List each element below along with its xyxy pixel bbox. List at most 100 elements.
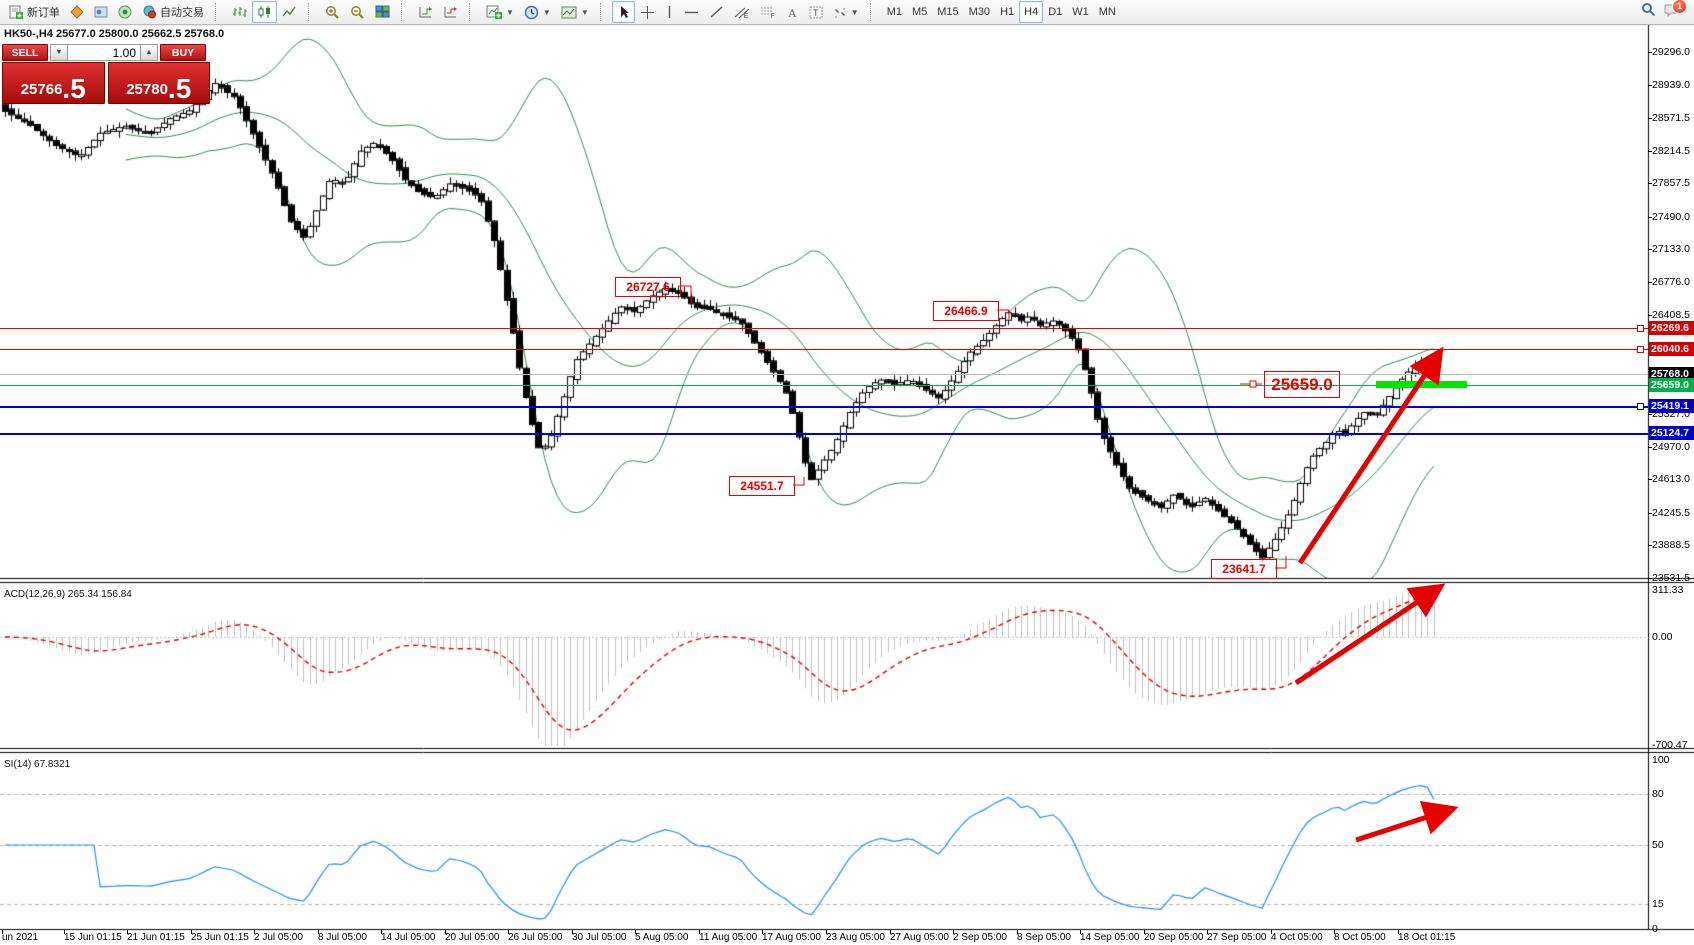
price-axis-label: 24245.5 <box>1652 507 1690 519</box>
market-watch-button[interactable] <box>65 1 89 23</box>
time-axis-label: 18 Oct 01:15 <box>1398 932 1456 943</box>
zoom-out-button[interactable] <box>345 1 370 23</box>
chart-window: HK50-,H4 25677.0 25800.0 25662.5 25768.0… <box>0 24 1694 945</box>
templates-icon <box>561 6 577 19</box>
level-line-25659[interactable] <box>0 385 1648 386</box>
price-annotation[interactable]: 23641.7 <box>1211 559 1277 579</box>
auto-scroll-button[interactable] <box>413 1 438 23</box>
price-annotation[interactable]: 25659.0 <box>1264 371 1340 398</box>
trendline-button[interactable] <box>704 1 729 23</box>
price-axis-label: 27857.5 <box>1652 177 1690 189</box>
price-badge: 26040.6 <box>1649 342 1694 356</box>
buy-price[interactable]: 25780.5 <box>107 62 210 104</box>
time-axis-label: 8 Jul 05:00 <box>318 932 367 943</box>
new-order-button[interactable]: 新订单 <box>3 1 65 23</box>
indicators-dropdown[interactable]: ▼ <box>481 1 519 23</box>
price-annotation[interactable]: 26466.9 <box>933 301 999 321</box>
price-axis-tickmark <box>1648 414 1652 415</box>
time-axis-tickmark <box>508 930 509 934</box>
price-axis-tickmark <box>1648 545 1652 546</box>
time-axis-tickmark <box>1207 930 1208 934</box>
crosshair-button[interactable] <box>635 1 660 23</box>
timeframe-mn[interactable]: MN <box>1098 6 1116 18</box>
macd-axis-label: 311.33 <box>1652 584 1684 596</box>
timeframe-w1[interactable]: W1 <box>1072 6 1089 18</box>
price-axis-label: 26776.0 <box>1652 276 1690 288</box>
price-axis-label: 28939.0 <box>1652 79 1690 91</box>
sell-button[interactable]: SELL <box>2 44 48 61</box>
timeframe-d1[interactable]: D1 <box>1048 6 1063 18</box>
time-axis-tickmark <box>381 930 382 934</box>
fibonacci-button[interactable]: F <box>755 1 781 23</box>
templates-dropdown[interactable]: ▼ <box>556 1 594 23</box>
sell-price[interactable]: 25766.5 <box>2 62 105 104</box>
zoom-in-icon <box>325 5 340 20</box>
chevron-down-icon: ▼ <box>850 7 859 17</box>
price-axis-tickmark <box>1648 578 1652 579</box>
time-axis-label: 8 Oct 05:00 <box>1334 932 1386 943</box>
navigator-button[interactable] <box>89 1 113 23</box>
chart-shift-button[interactable] <box>438 1 463 23</box>
timeframe-h4[interactable]: H4 <box>1019 1 1044 23</box>
resistance-line-26040[interactable] <box>0 346 1648 353</box>
volume-input[interactable] <box>68 44 140 61</box>
time-axis-tickmark <box>635 930 636 934</box>
trendline-icon <box>709 5 724 19</box>
svg-text:E: E <box>744 14 748 19</box>
horizontal-line-icon <box>684 8 699 17</box>
support-line-25419[interactable] <box>0 403 1648 410</box>
timeframe-m15[interactable]: M15 <box>937 6 959 18</box>
text-label-button[interactable]: T <box>804 1 828 23</box>
toolbar-separator <box>401 3 407 21</box>
price-axis-label: 26408.5 <box>1652 309 1690 321</box>
buy-button[interactable]: BUY <box>160 44 206 61</box>
highlight-level-bar[interactable] <box>1376 381 1467 388</box>
price-axis-tickmark <box>1648 151 1652 152</box>
vertical-line-button[interactable] <box>660 1 679 23</box>
time-axis-label: 23 Aug 05:00 <box>826 932 885 943</box>
price-axis-tickmark <box>1648 447 1652 448</box>
candlestick-chart-button[interactable] <box>252 1 277 23</box>
time-axis-tickmark <box>318 930 319 934</box>
tile-windows-button[interactable] <box>370 1 395 23</box>
current-price-line[interactable] <box>0 374 1648 375</box>
volume-decrease-button[interactable]: ▼ <box>50 44 68 61</box>
timeframe-m5[interactable]: M5 <box>911 6 928 18</box>
arrows-icon <box>833 6 847 19</box>
time-axis-tickmark <box>127 930 128 934</box>
price-badge: 25124.7 <box>1649 426 1694 440</box>
bar-chart-button[interactable] <box>227 1 252 23</box>
timeframe-m30[interactable]: M30 <box>968 6 991 18</box>
resistance-line-26269[interactable] <box>0 325 1648 332</box>
signals-button[interactable] <box>113 1 137 23</box>
timeframe-h1[interactable]: H1 <box>1000 6 1015 18</box>
volume-increase-button[interactable]: ▲ <box>140 44 158 61</box>
price-badge: 25659.0 <box>1649 378 1694 392</box>
horizontal-line-button[interactable] <box>679 1 704 23</box>
price-annotation[interactable]: 26727.6 <box>615 277 681 297</box>
autotrading-button[interactable]: 自动交易 <box>137 1 209 23</box>
price-axis-label: 27490.0 <box>1652 211 1690 223</box>
navigator-icon <box>94 5 108 19</box>
price-annotation[interactable]: 24551.7 <box>729 476 795 496</box>
signals-icon <box>118 5 132 19</box>
candlestick-chart-icon <box>257 5 272 19</box>
toolbar-separator <box>599 3 606 21</box>
cursor-button[interactable] <box>611 1 635 23</box>
support-line-25124[interactable] <box>0 433 1648 435</box>
zoom-in-button[interactable] <box>320 1 345 23</box>
price-chart-canvas[interactable] <box>0 24 1694 945</box>
chart-shift-icon <box>443 5 458 19</box>
text-button[interactable]: A <box>781 1 804 23</box>
arrows-dropdown[interactable]: ▼ <box>828 1 864 23</box>
time-axis-tickmark <box>445 930 446 934</box>
periods-dropdown[interactable]: ▼ <box>519 1 556 23</box>
time-axis-tickmark <box>191 930 192 934</box>
time-axis-tickmark <box>699 930 700 934</box>
time-axis-tickmark <box>953 930 954 934</box>
timeframe-m1[interactable]: M1 <box>886 6 902 18</box>
line-chart-button[interactable] <box>277 1 302 23</box>
search-icon[interactable] <box>1641 2 1656 22</box>
channel-button[interactable]: E <box>729 1 755 23</box>
notifications-icon[interactable]: 1 <box>1664 0 1687 22</box>
